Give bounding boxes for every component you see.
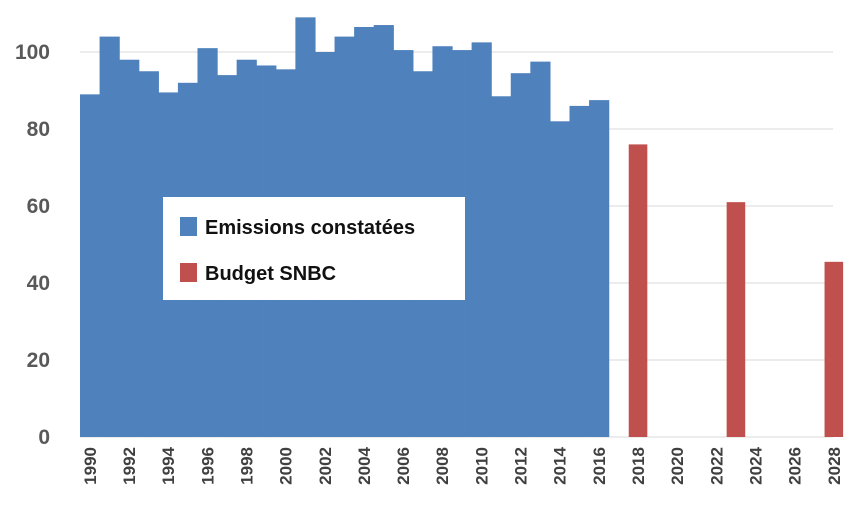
x-tick-label: 2014	[551, 446, 570, 484]
x-tick-label: 1996	[198, 447, 217, 485]
bar-emissions-2014	[549, 121, 571, 438]
x-tick-label: 1998	[237, 447, 256, 485]
y-axis-ticks: 0 20 40 60 80 100	[15, 41, 50, 449]
bar-emissions-1993	[138, 71, 159, 437]
bar-budget-2023	[726, 202, 746, 437]
legend-box	[163, 197, 465, 300]
legend-label-emissions: Emissions constatées	[205, 217, 415, 239]
y-tick-label: 60	[27, 195, 50, 218]
x-tick-label: 2008	[433, 447, 452, 485]
x-tick-label: 2024	[747, 446, 766, 484]
legend: Emissions constatées Budget SNBC	[163, 197, 465, 300]
x-axis-ticks: 1990 1992 1994 1996 1998 2000 2002 2004 2006 2008…	[81, 446, 844, 484]
bar-emissions-2012	[510, 73, 531, 438]
x-tick-label: 2000	[277, 447, 296, 485]
y-tick-label: 20	[27, 349, 50, 372]
bar-emissions-1991	[99, 36, 120, 437]
bar-emissions-2010	[471, 42, 492, 437]
x-tick-label: 2028	[825, 447, 844, 485]
x-tick-label: 2012	[512, 447, 531, 485]
legend-label-budget: Budget SNBC	[205, 263, 336, 285]
x-tick-label: 2026	[786, 447, 805, 485]
y-tick-label: 100	[15, 41, 50, 64]
legend-swatch-budget	[180, 263, 197, 282]
y-tick-label: 80	[27, 118, 50, 141]
x-tick-label: 2006	[394, 447, 413, 485]
x-tick-label: 2004	[355, 446, 374, 484]
x-tick-label: 1990	[81, 447, 100, 485]
x-tick-label: 2022	[707, 447, 726, 485]
bar-emissions-2016	[589, 100, 610, 437]
x-tick-label: 2020	[668, 447, 687, 485]
x-tick-label: 2016	[590, 447, 609, 485]
bar-emissions-2011	[491, 96, 512, 438]
x-tick-label: 1994	[159, 446, 178, 484]
bar-emissions-1990	[80, 94, 101, 437]
bar-emissions-2013	[530, 61, 551, 437]
x-tick-label: 2002	[316, 447, 335, 485]
bar-emissions-2015	[569, 105, 590, 438]
bar-budget-2028	[824, 261, 844, 437]
bar-emissions-1992	[119, 59, 140, 437]
bar-budget-2018	[628, 144, 648, 437]
x-tick-label: 2010	[472, 447, 491, 485]
y-tick-label: 40	[27, 272, 50, 295]
x-tick-label: 2018	[629, 447, 648, 485]
x-tick-label: 1992	[120, 447, 139, 485]
legend-swatch-emissions	[180, 217, 197, 236]
y-tick-label: 0	[38, 426, 50, 449]
